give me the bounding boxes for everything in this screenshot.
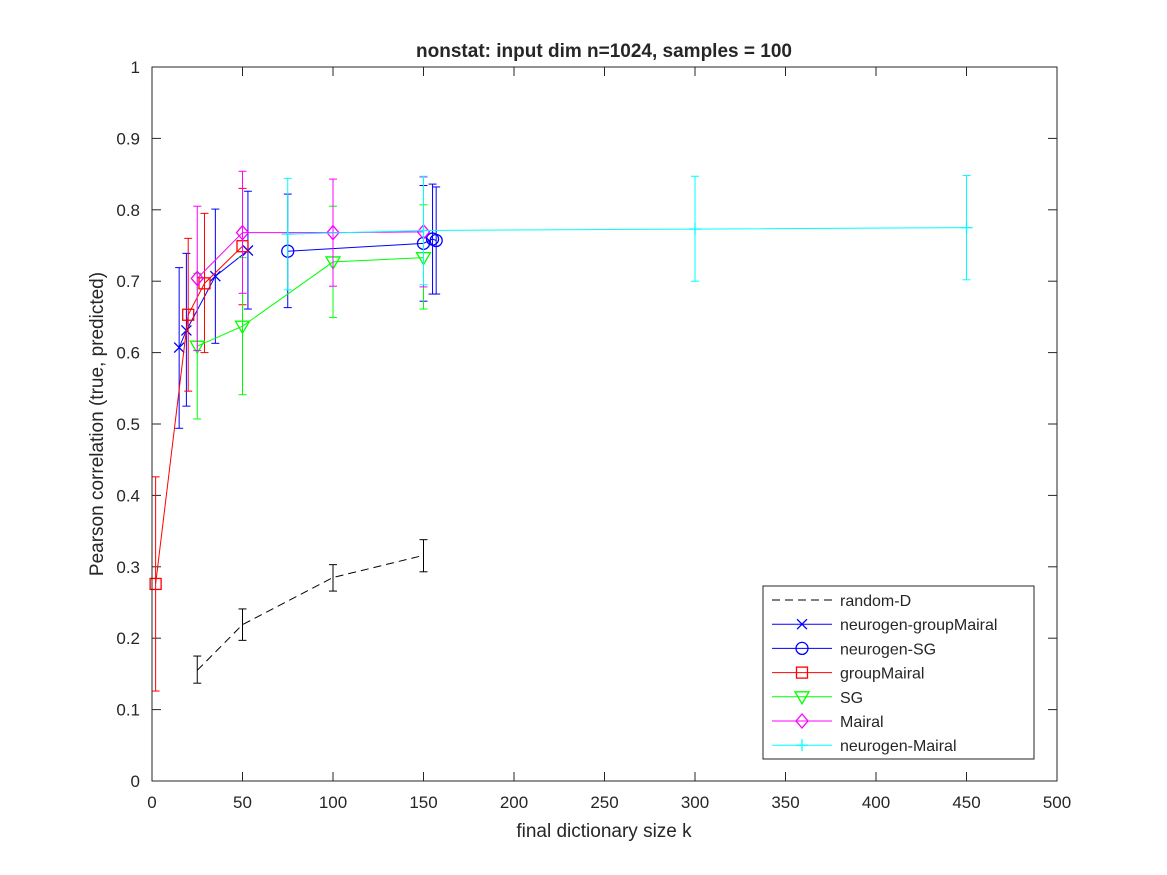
legend-label: neurogen-SG: [840, 641, 936, 658]
y-tick-label: 0: [131, 772, 140, 791]
series-layer: [149, 170, 973, 692]
x-tick-label: 350: [771, 793, 799, 812]
data-point: [417, 224, 430, 237]
data-point: [235, 224, 250, 241]
y-tick-label: 0.2: [116, 629, 140, 648]
data-point: [182, 308, 195, 321]
x-tick-label: 200: [500, 793, 528, 812]
series-random-d: [193, 539, 428, 684]
error-bar: [419, 539, 428, 573]
series-neurogen-mairal: [281, 175, 973, 291]
x-tick-label: 500: [1043, 793, 1071, 812]
x-tick-label: 250: [590, 793, 618, 812]
data-point: [689, 223, 701, 236]
data-point-stroke: [209, 270, 221, 282]
data-point: [190, 270, 205, 287]
data-point: [281, 228, 294, 241]
error-bar: [238, 608, 247, 641]
y-tick-label: 0.7: [116, 272, 140, 291]
legend: random-D neurogen-groupMairal neurogen-SG g…: [762, 585, 1035, 760]
data-point: [429, 233, 443, 248]
x-tick-label: 100: [319, 793, 347, 812]
legend-entry: neurogen-groupMairal: [772, 617, 997, 634]
data-point: [234, 320, 251, 335]
x-axis-label: final dictionary size k: [516, 821, 692, 842]
y-tick-label: 0.6: [116, 344, 140, 363]
legend-entries: random-D neurogen-groupMairal neurogen-SG g…: [772, 593, 997, 755]
legend-entry: Mairal: [772, 713, 884, 731]
legend-label: random-D: [840, 593, 911, 610]
y-tick-label: 0.1: [116, 701, 140, 720]
series-line: [287, 238, 437, 252]
data-point-stroke: [173, 342, 185, 354]
legend-label: groupMairal: [840, 666, 924, 683]
legend-swatch-marker: [796, 618, 808, 630]
legend-entry: SG: [772, 690, 863, 707]
legend-label: neurogen-Mairal: [840, 738, 957, 755]
series-line: [197, 257, 424, 347]
error-bar: [329, 564, 337, 592]
series-neurogen-groupmairal: [173, 190, 254, 429]
x-tick-label: 150: [409, 793, 437, 812]
legend-swatch-marker: [796, 739, 808, 752]
series-line: [287, 227, 967, 235]
y-tick-label: 0.8: [116, 201, 140, 220]
x-tick-label: 0: [147, 793, 156, 812]
chart-title: nonstat: input dim n=1024, samples = 100: [416, 41, 792, 62]
legend-entry: neurogen-SG: [772, 641, 936, 658]
error-bar: [193, 655, 202, 684]
legend-swatch-marker: [795, 641, 809, 656]
x-tick-label: 450: [952, 793, 980, 812]
data-point: [960, 221, 973, 234]
legend-entry: neurogen-Mairal: [772, 738, 957, 755]
y-tick-label: 0.5: [116, 415, 140, 434]
legend-label: neurogen-groupMairal: [840, 617, 997, 634]
y-tick-label: 1: [131, 58, 140, 77]
axis-ticks: 0 50 100 150 200 250 300 350 400 450 500 0 0.1 0.2 0.3…: [116, 58, 1071, 812]
y-tick-label: 0.3: [116, 558, 140, 577]
y-axis-label: Pearson correlation (true, predicted): [87, 272, 108, 576]
legend-swatch-marker: [795, 666, 809, 679]
x-tick-label: 300: [681, 793, 709, 812]
legend-swatch-marker: [795, 713, 809, 729]
legend-label: Mairal: [840, 714, 884, 731]
plot-frame: [151, 66, 1058, 782]
y-tick-label: 0.4: [116, 486, 140, 505]
data-point: [326, 224, 340, 241]
series-groupmairal: [149, 187, 249, 692]
series-line: [155, 245, 243, 584]
legend-swatch-marker-stroke: [796, 618, 808, 630]
x-tick-label: 400: [862, 793, 890, 812]
data-point: [173, 342, 185, 354]
data-point: [209, 270, 221, 282]
series-line: [178, 250, 249, 348]
legend-entry: random-D: [772, 593, 911, 610]
legend-entry: groupMairal: [772, 666, 924, 683]
error-bar: [151, 476, 160, 692]
y-tick-label: 0.9: [116, 129, 140, 148]
data-point: [149, 577, 162, 591]
legend-swatch-marker: [793, 691, 811, 706]
x-tick-label: 50: [233, 793, 252, 812]
series-line: [196, 554, 424, 671]
legend-label: SG: [840, 690, 863, 707]
